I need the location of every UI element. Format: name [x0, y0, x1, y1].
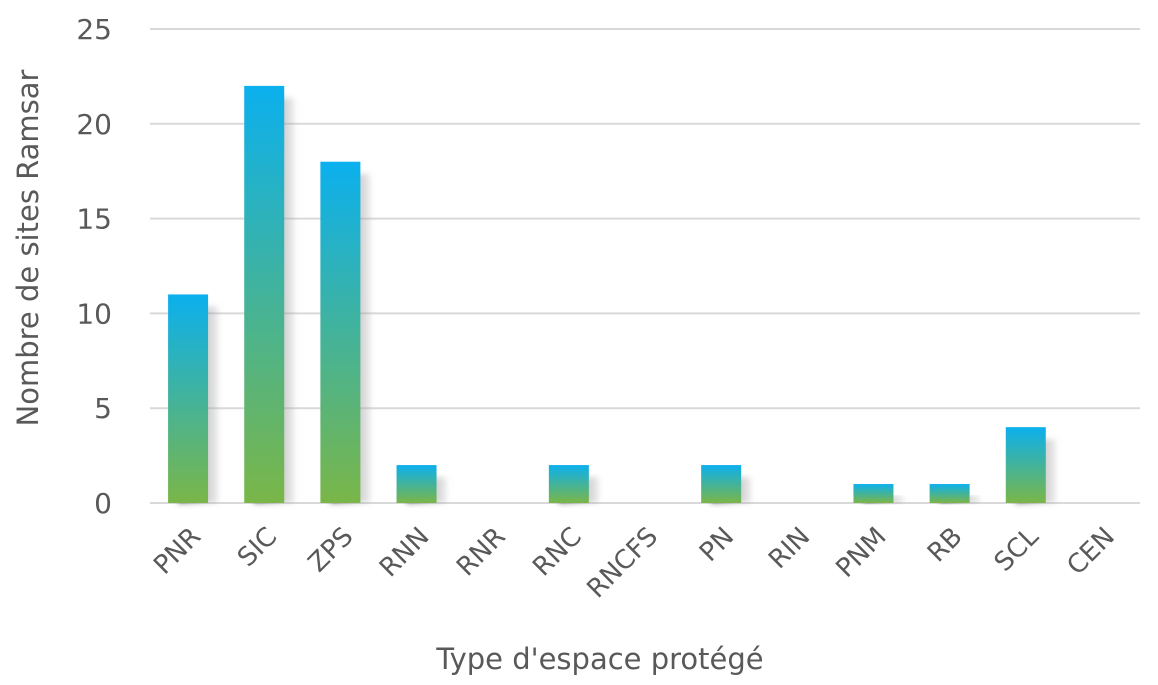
x-tick-label: PNR	[148, 522, 207, 581]
bar-rnc	[548, 465, 589, 503]
bar-pnm	[853, 484, 894, 503]
bar-pn	[701, 465, 742, 503]
y-tick-label: 0	[94, 487, 112, 520]
bar-pnr	[168, 294, 209, 503]
bar-rnn	[396, 465, 437, 503]
y-tick-label: 15	[76, 203, 112, 236]
y-axis-title: Nombre de sites Ramsar	[11, 69, 45, 426]
y-tick-label: 20	[76, 108, 112, 141]
x-axis-title: Type d'espace protégé	[435, 642, 763, 676]
x-tick-label: RIN	[763, 522, 816, 575]
bar-shadows	[178, 97, 1056, 503]
y-tick-label: 25	[76, 13, 112, 46]
x-tick-label: CEN	[1061, 522, 1120, 581]
y-axis-ticks: 0 5 10 15 20 25	[76, 13, 112, 520]
bars	[168, 85, 1046, 503]
x-tick-label: RNN	[374, 522, 435, 583]
x-tick-label: RNC	[527, 522, 588, 583]
y-tick-label: 10	[76, 297, 112, 330]
x-tick-label: SCL	[989, 521, 1045, 577]
bar-sic	[244, 85, 285, 503]
bar-rb	[929, 484, 970, 503]
bar-scl	[1005, 427, 1046, 503]
bar-zps	[320, 161, 361, 503]
y-tick-label: 5	[94, 392, 112, 425]
x-tick-label: PNM	[830, 522, 892, 584]
x-tick-label: SIC	[232, 522, 283, 573]
x-tick-label: RNR	[451, 522, 512, 583]
x-tick-label: ZPS	[303, 522, 360, 579]
x-tick-label: PN	[694, 522, 740, 568]
x-tick-label: RNCFS	[581, 522, 663, 604]
x-tick-label: RB	[922, 522, 969, 569]
gridlines	[150, 28, 1140, 504]
